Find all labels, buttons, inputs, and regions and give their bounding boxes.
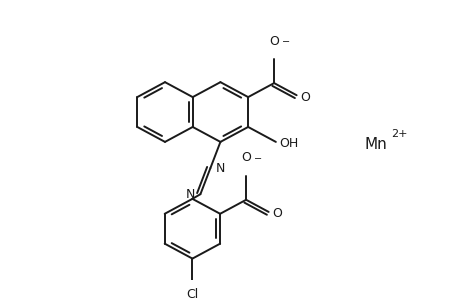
Text: Mn: Mn bbox=[364, 137, 387, 152]
Text: 2+: 2+ bbox=[390, 129, 407, 139]
Text: O: O bbox=[269, 34, 279, 48]
Text: O: O bbox=[241, 151, 251, 164]
Text: O: O bbox=[272, 207, 282, 220]
Text: N: N bbox=[185, 188, 195, 201]
Text: −: − bbox=[253, 154, 262, 164]
Text: OH: OH bbox=[278, 137, 297, 150]
Text: −: − bbox=[281, 37, 290, 47]
Text: O: O bbox=[300, 91, 310, 103]
Text: N: N bbox=[215, 161, 224, 175]
Text: Cl: Cl bbox=[186, 289, 198, 300]
